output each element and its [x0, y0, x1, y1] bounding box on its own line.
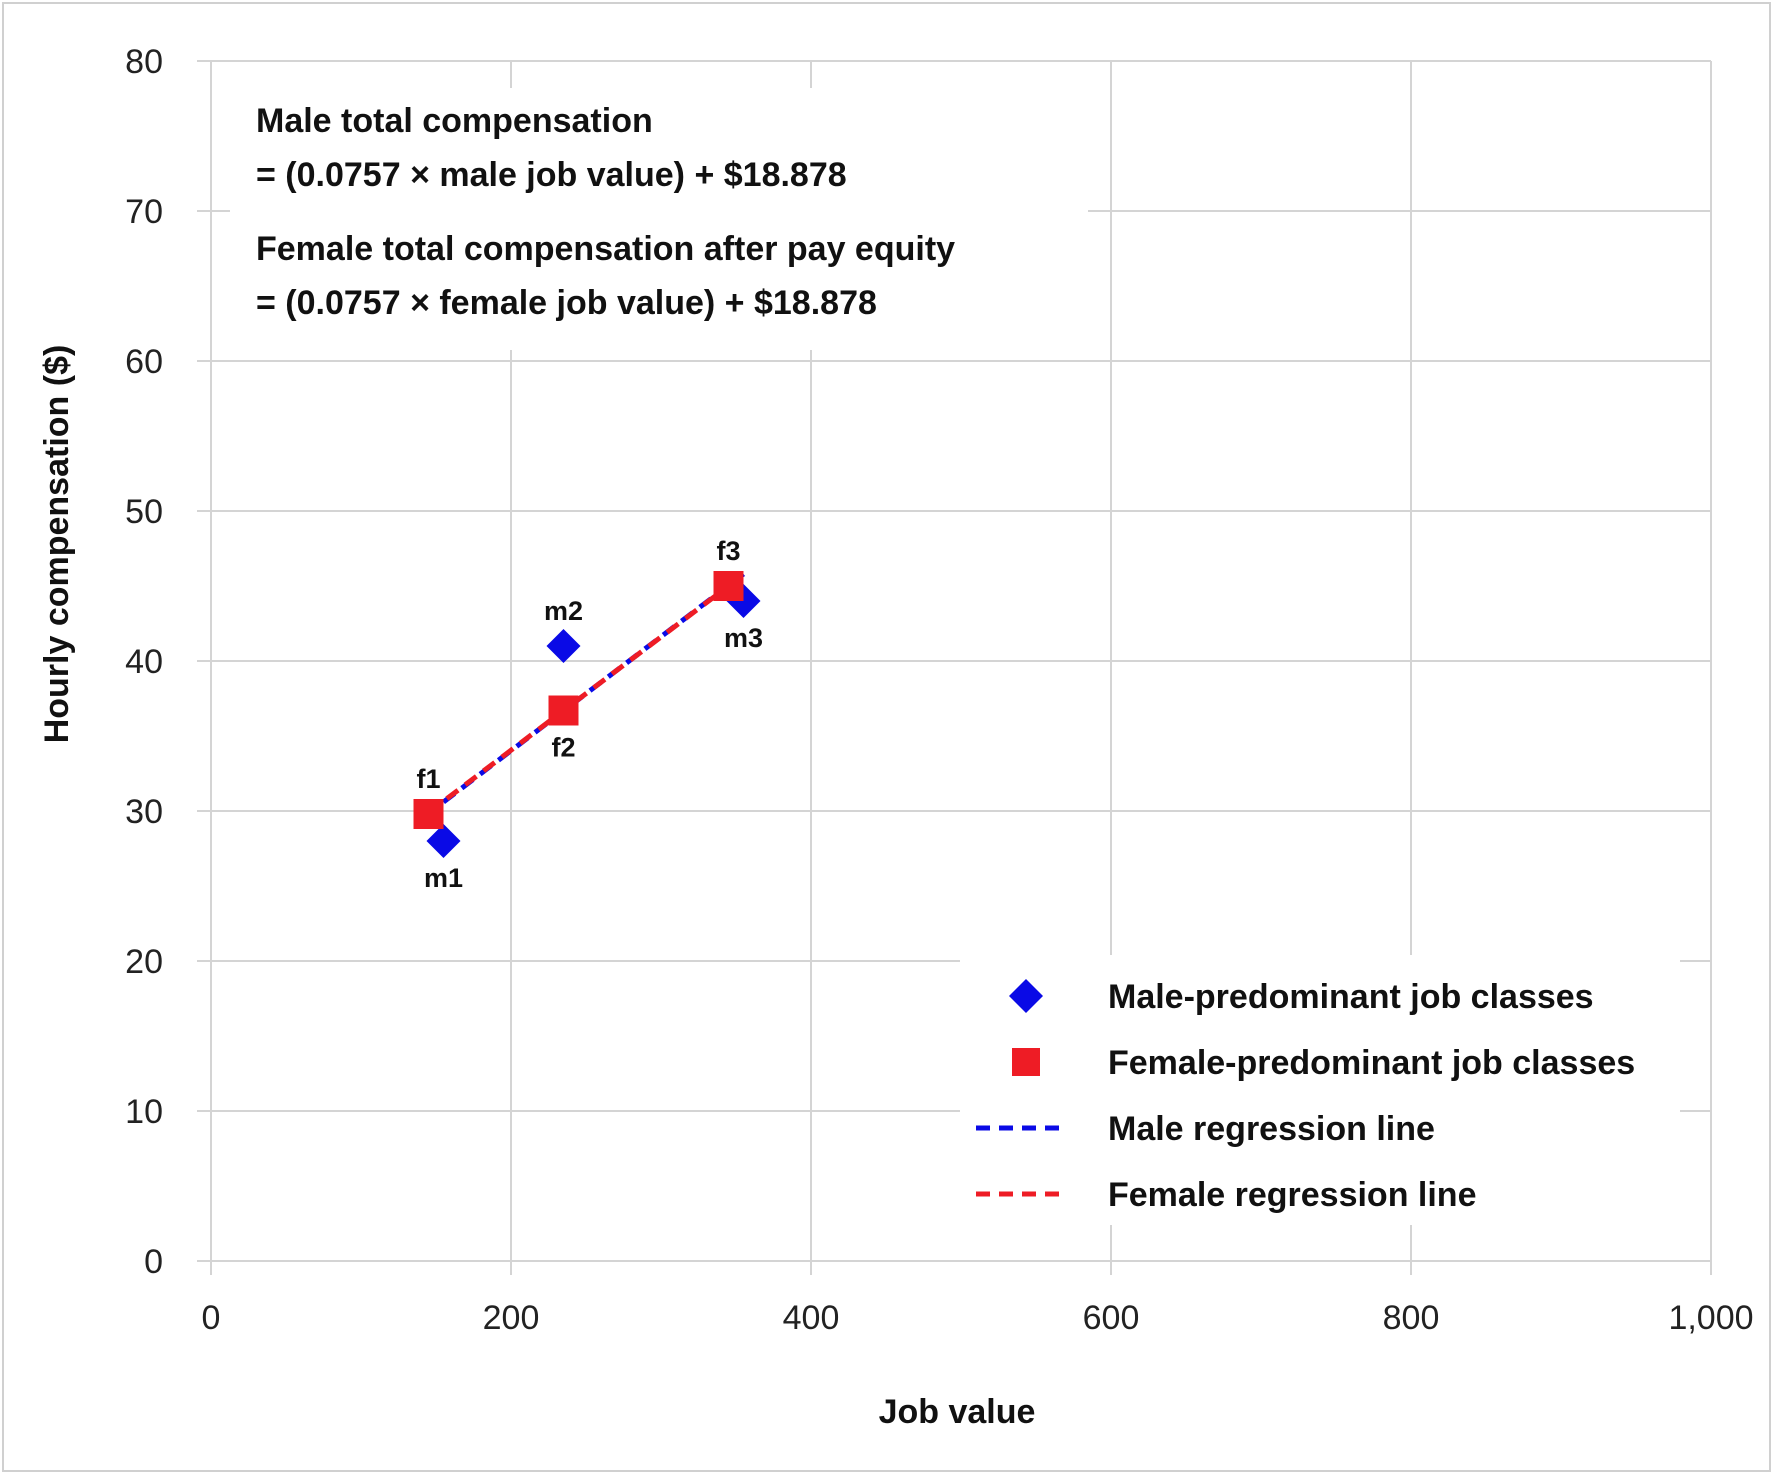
- male-point-m2: [546, 629, 581, 663]
- y-axis-title: Hourly compensation ($): [38, 345, 76, 744]
- annotation-line-2: = (0.0757 × male job value) + $18.878: [256, 156, 847, 194]
- legend-entry-label: Male-predominant job classes: [1108, 978, 1594, 1016]
- y-tick-label: 60: [125, 343, 163, 381]
- male-point-m1: [426, 824, 461, 858]
- y-tick-label: 40: [125, 643, 163, 681]
- x-tick-label: 200: [483, 1299, 540, 1337]
- legend-entry-label: Male regression line: [1108, 1110, 1435, 1148]
- point-label: f3: [716, 536, 740, 566]
- data-points: m1 m2 m3 f1 f2 f3: [413, 536, 763, 893]
- y-tick-label: 0: [144, 1243, 163, 1281]
- female-point-f1: [413, 799, 444, 829]
- female-point-f2: [548, 695, 579, 726]
- legend-symbol-male-points: [1009, 979, 1043, 1013]
- legend-entry-label: Female-predominant job classes: [1108, 1044, 1635, 1082]
- x-tick-label: 600: [1083, 1299, 1140, 1337]
- annotation-box: Male total compensation = (0.0757 × male…: [230, 88, 1088, 350]
- legend-symbol-female-points: [1012, 1048, 1040, 1076]
- y-tick-label: 20: [125, 943, 163, 981]
- legend-entry-label: Female regression line: [1108, 1176, 1477, 1214]
- female-point-f3: [713, 571, 744, 601]
- y-tick-label: 50: [125, 493, 163, 531]
- x-tick-labels: 0 200 400 600 800 1,000: [202, 1299, 1754, 1337]
- point-label: m2: [544, 596, 583, 626]
- y-tick-label: 70: [125, 193, 163, 231]
- y-tick-label: 10: [125, 1093, 163, 1131]
- point-label: m1: [424, 863, 463, 893]
- y-tick-label: 30: [125, 793, 163, 831]
- point-label: f2: [551, 733, 575, 763]
- y-tick-label: 80: [125, 43, 163, 81]
- x-tick-label: 400: [783, 1299, 840, 1337]
- y-tick-labels: 0 10 20 30 40 50 60 70 80: [125, 43, 163, 1281]
- x-tick-label: 1,000: [1668, 1299, 1753, 1337]
- annotation-line-3: Female total compensation after pay equi…: [256, 230, 955, 268]
- x-axis-title: Job value: [879, 1393, 1036, 1431]
- x-tick-label: 800: [1383, 1299, 1440, 1337]
- male-regression-line: [441, 572, 746, 804]
- point-label: m3: [724, 623, 763, 653]
- annotation-line-1: Male total compensation: [256, 102, 653, 140]
- x-tick-label: 0: [202, 1299, 221, 1337]
- legend: Male-predominant job classes Female-predo…: [960, 955, 1680, 1225]
- annotation-line-4: = (0.0757 × female job value) + $18.878: [256, 284, 877, 322]
- point-label: f1: [416, 764, 440, 794]
- regression-lines: [426, 572, 746, 815]
